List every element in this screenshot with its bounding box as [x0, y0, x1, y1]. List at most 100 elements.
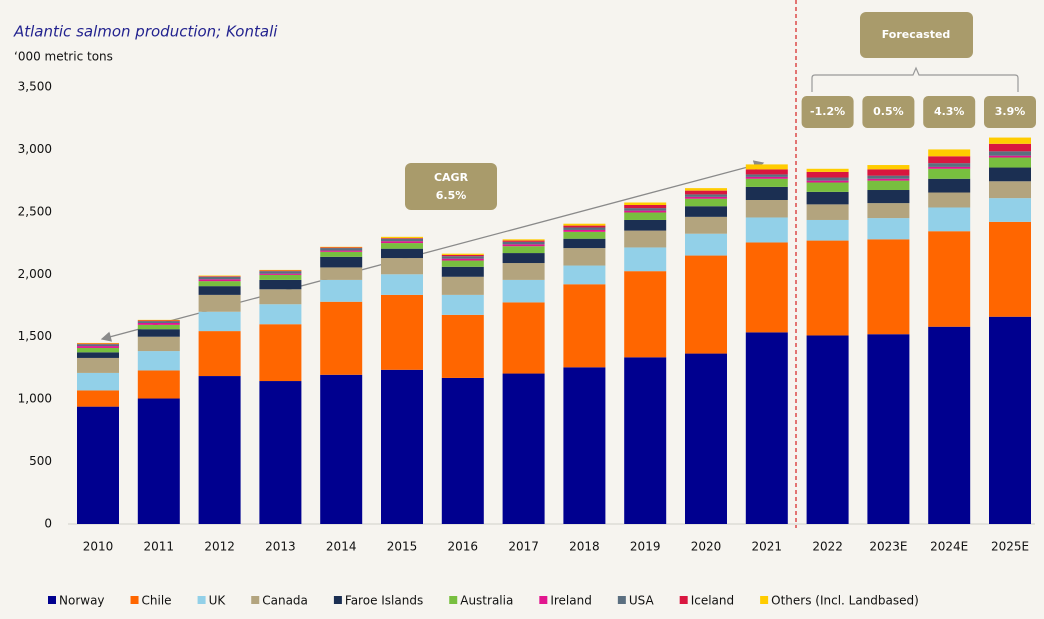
x-tick-label: 2016 — [448, 540, 479, 554]
bar-segment — [259, 271, 302, 274]
bar-segment — [685, 233, 727, 256]
bar-segment — [381, 238, 423, 242]
bar-segment — [989, 316, 1031, 524]
bar-segment — [685, 194, 727, 197]
bar-segment — [441, 266, 484, 277]
bar-segment — [806, 182, 849, 192]
bar-segment — [624, 230, 667, 248]
bar-segment — [624, 202, 667, 205]
bar-segment — [259, 269, 302, 271]
bar-segment — [989, 137, 1031, 144]
bar-segment — [77, 406, 119, 524]
bar-segment — [381, 274, 423, 295]
bar-segment — [502, 239, 545, 241]
bar-segment — [685, 190, 727, 195]
bar-segment — [624, 208, 667, 211]
cagr-box-bg — [405, 163, 497, 210]
bar-segment — [867, 203, 910, 219]
forecast-label: Forecasted — [882, 28, 951, 41]
bar-segment — [745, 176, 788, 179]
growth-box: -1.2% — [801, 96, 854, 128]
legend-swatch — [333, 596, 342, 604]
bar-segment — [198, 331, 241, 377]
y-tick-label: 1,500 — [18, 329, 52, 343]
growth-label: 4.3% — [934, 105, 965, 118]
bar-segment — [198, 376, 241, 524]
bar-segment — [989, 181, 1031, 199]
bar-segment — [563, 223, 606, 226]
x-tick-label: 2012 — [204, 540, 235, 554]
growth-box-bg — [801, 96, 854, 128]
growth-box: 0.5% — [862, 96, 915, 128]
bar-segment — [259, 304, 302, 325]
legend-label: Canada — [262, 594, 308, 608]
bar-segment — [320, 246, 363, 248]
bar-segment — [563, 231, 606, 239]
bar-segment — [137, 329, 180, 337]
bar-segment — [989, 167, 1031, 182]
bar-segment — [563, 225, 606, 228]
bar-segment — [381, 369, 423, 524]
bar-segment — [867, 165, 910, 170]
bar-segment — [259, 274, 302, 280]
legend-label: Faroe Islands — [345, 594, 423, 608]
cagr-label: CAGR — [434, 171, 469, 184]
growth-label: 3.9% — [995, 105, 1026, 118]
bar-segment — [685, 206, 727, 217]
bar-segment — [77, 372, 119, 391]
y-tick-label: 2,000 — [18, 267, 52, 281]
bar-segment — [563, 229, 606, 232]
bar-segment — [198, 276, 241, 280]
bar-segment — [806, 335, 849, 524]
x-tick-label: 2024E — [930, 540, 968, 554]
legend-label: Chile — [142, 594, 172, 608]
bar-segment — [502, 253, 545, 264]
bar-segment — [745, 217, 788, 243]
bar-segment — [77, 390, 119, 407]
legend-label: USA — [629, 594, 655, 608]
legend-swatch — [760, 596, 769, 604]
bar-segment — [137, 321, 180, 323]
bar-segment — [381, 258, 423, 275]
bar-segment — [320, 301, 363, 375]
bar-segment — [137, 336, 180, 352]
bar-segment — [381, 294, 423, 370]
forecast-bracket — [811, 66, 1019, 92]
bar-segment — [989, 151, 1031, 156]
bar-segment — [259, 270, 302, 272]
bar-segment — [77, 344, 119, 347]
bar-segment — [563, 248, 606, 266]
bar-segment — [928, 168, 971, 179]
bar-segment — [928, 156, 971, 164]
bar-segment — [441, 254, 484, 257]
bar-segment — [77, 343, 119, 345]
bar-segment — [745, 174, 788, 177]
bar-segment — [320, 374, 363, 524]
cagr-box: CAGR 6.5% — [405, 163, 497, 210]
bar-segment — [989, 198, 1031, 222]
bar-segment — [867, 334, 910, 524]
bar-segment — [928, 178, 971, 193]
bar-segment — [928, 326, 971, 524]
bar-segment — [502, 263, 545, 280]
bar-segment — [624, 357, 667, 524]
bar-segment — [259, 273, 302, 275]
bar-segment — [137, 319, 180, 321]
x-tick-label: 2025E — [991, 540, 1029, 554]
bar-segment — [928, 231, 971, 327]
x-tick-label: 2013 — [265, 540, 296, 554]
legend-swatch — [617, 596, 626, 604]
bar-segment — [624, 212, 667, 220]
bar-segment — [77, 347, 119, 353]
bar-segment — [806, 180, 849, 183]
forecast-box-bg — [860, 12, 973, 58]
bar-segment — [806, 168, 849, 172]
bar-segment — [745, 169, 788, 175]
bar-segment — [989, 155, 1031, 158]
growth-box: 3.9% — [984, 96, 1036, 128]
bar-segment — [806, 219, 849, 241]
bar-segment — [867, 178, 910, 181]
bar-segment — [320, 267, 363, 280]
bar-segment — [745, 186, 788, 200]
bar-segment — [745, 164, 788, 170]
